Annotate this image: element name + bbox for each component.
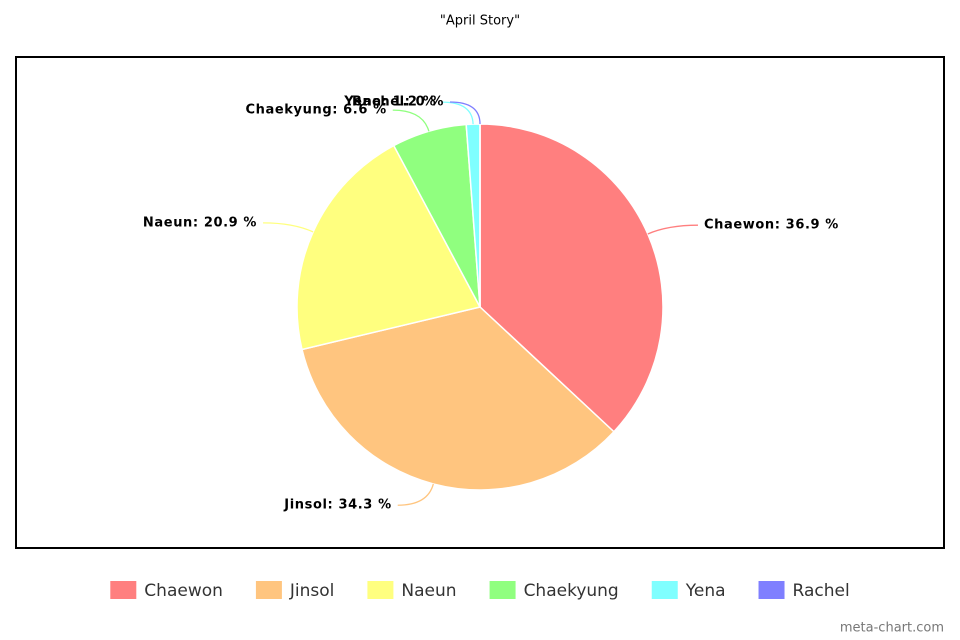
leader-line bbox=[449, 101, 481, 125]
legend-swatch bbox=[367, 581, 394, 599]
leader-line bbox=[397, 483, 434, 506]
legend-label: Yena bbox=[685, 581, 726, 601]
data-label: Chaewon: 36.9 % bbox=[704, 218, 839, 233]
legend-swatch bbox=[110, 581, 137, 599]
leader-line bbox=[392, 109, 430, 132]
data-label: Naeun: 20.9 % bbox=[143, 215, 257, 230]
data-label: Jinsol: 34.3 % bbox=[283, 498, 391, 513]
legend-label: Rachel bbox=[793, 581, 850, 601]
leader-line bbox=[263, 222, 314, 233]
legend-swatch bbox=[255, 581, 282, 599]
legend-swatch bbox=[489, 581, 516, 599]
data-label: Yena: 1.2 % bbox=[343, 95, 436, 110]
legend-label: Jinsol bbox=[289, 581, 335, 601]
legend-swatch bbox=[651, 581, 678, 599]
leader-line bbox=[442, 101, 474, 125]
leader-line bbox=[647, 224, 698, 235]
legend-label: Naeun bbox=[401, 581, 456, 601]
legend-swatch bbox=[758, 581, 785, 599]
legend-label: Chaewon bbox=[144, 581, 223, 601]
data-label: Chaekyung: 6.6 % bbox=[246, 103, 387, 118]
chart-title: "April Story" bbox=[440, 14, 520, 29]
data-label: Rachel: 0 % bbox=[352, 95, 444, 110]
legend-label: Chaekyung bbox=[524, 581, 619, 601]
watermark: meta-chart.com bbox=[840, 621, 944, 636]
